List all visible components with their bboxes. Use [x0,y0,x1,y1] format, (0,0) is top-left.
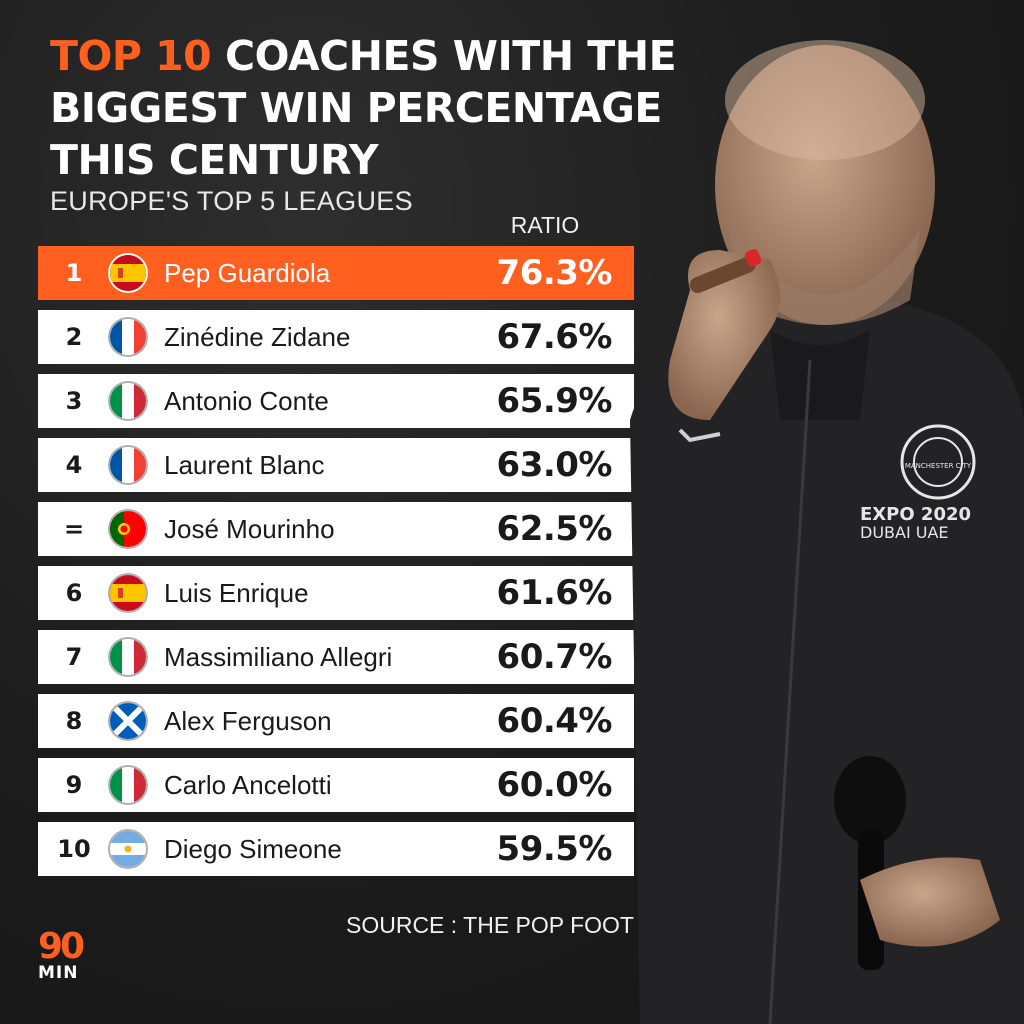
coach-name: Antonio Conte [164,386,329,416]
table-row: = José Mourinho 62.5% [38,502,634,556]
title-rest: COACHES WITH THE BIGGEST WIN PERCENTAGE … [50,32,677,184]
rank-label: = [63,515,85,543]
table-row: 1 Pep Guardiola 76.3% [38,246,634,300]
table-row: 8 Alex Ferguson 60.4% [38,694,634,748]
coach-name: Luis Enrique [164,578,309,608]
spain-flag-icon [110,255,146,291]
rank-label: 10 [57,835,91,863]
coach-name: Laurent Blanc [164,450,325,480]
coach-name: Pep Guardiola [164,258,331,288]
argentina-flag-icon [110,831,146,867]
coach-name: Massimiliano Allegri [164,642,393,672]
spain-flag-icon [110,575,146,611]
scotland-flag-icon [110,703,146,739]
table-row: 4 Laurent Blanc 63.0% [38,438,634,492]
rank-label: 7 [65,643,83,671]
rank-label: 1 [65,259,83,287]
logo-text: MIN [38,963,79,983]
page-title: TOP 10 COACHES WITH THE BIGGEST WIN PERC… [50,30,740,186]
portugal-flag-icon [110,511,146,547]
ratio-column-header: RATIO [510,212,580,238]
italy-flag-icon [110,383,146,419]
coach-name: Carlo Ancelotti [164,770,332,800]
table-row: 9 Carlo Ancelotti 60.0% [38,758,634,812]
win-ratio: 62.5% [496,509,613,549]
coach-name: Diego Simeone [164,834,342,864]
jacket-badge: MANCHESTER CITY [900,424,976,500]
italy-flag-icon [110,639,146,675]
italy-flag-icon [110,767,146,803]
table-row: 7 Massimiliano Allegri 60.7% [38,630,634,684]
win-ratio: 76.3% [496,253,613,293]
win-ratio: 60.7% [496,637,613,677]
puma-logo-icon [678,428,721,443]
title-accent: TOP 10 [50,32,212,80]
win-ratio: 60.0% [496,765,613,805]
france-flag-icon [110,319,146,355]
coach-name: Alex Ferguson [164,706,332,736]
win-ratio: 59.5% [496,829,613,869]
coach-name: José Mourinho [164,514,335,544]
coach-photo: MANCHESTER CITY EXPO 2020 DUBAI UAE [630,40,1024,1024]
rank-label: 2 [65,323,83,351]
rank-label: 3 [65,387,83,415]
subtitle: EUROPE'S TOP 5 LEAGUES [50,186,413,216]
jacket-badge-text: MANCHESTER CITY [905,462,972,470]
jacket-text-line1: EXPO 2020 [860,504,971,525]
table-row: 10 Diego Simeone 59.5% [38,822,634,876]
win-ratio: 67.6% [496,317,613,357]
table-row: 6 Luis Enrique 61.6% [38,566,634,620]
table-row: 2 Zinédine Zidane 67.6% [38,310,634,364]
win-ratio: 65.9% [496,381,613,421]
france-flag-icon [110,447,146,483]
win-ratio: 63.0% [496,445,613,485]
rank-label: 9 [65,771,83,799]
win-ratio: 61.6% [496,573,613,613]
rank-label: 6 [65,579,83,607]
source-note: SOURCE : THE POP FOOT [346,912,634,938]
win-ratio: 60.4% [496,701,613,741]
rank-label: 4 [65,451,83,479]
rank-label: 8 [65,707,83,735]
table-row: 3 Antonio Conte 65.9% [38,374,634,428]
coach-name: Zinédine Zidane [164,322,351,352]
jacket-text-line2: DUBAI UAE [860,523,949,542]
brand-logo: 90 MIN [38,926,88,983]
logo-number: 90 [38,926,85,967]
